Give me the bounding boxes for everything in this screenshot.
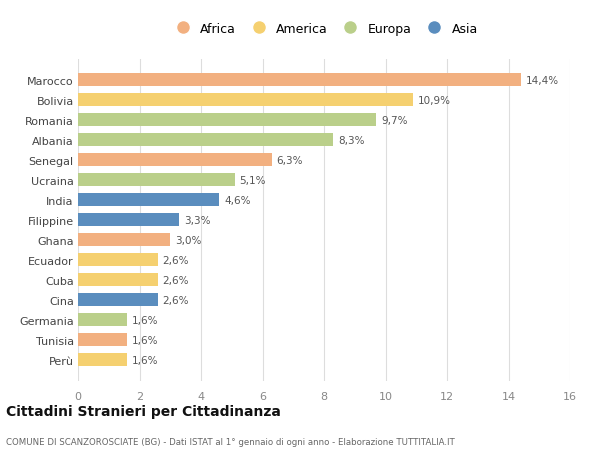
Bar <box>78 294 158 307</box>
Text: 4,6%: 4,6% <box>224 196 251 205</box>
Text: COMUNE DI SCANZOROSCIATE (BG) - Dati ISTAT al 1° gennaio di ogni anno - Elaboraz: COMUNE DI SCANZOROSCIATE (BG) - Dati IST… <box>6 437 455 446</box>
Text: 3,0%: 3,0% <box>175 235 201 245</box>
Text: 5,1%: 5,1% <box>239 175 266 185</box>
Bar <box>78 334 127 347</box>
Text: Cittadini Stranieri per Cittadinanza: Cittadini Stranieri per Cittadinanza <box>6 404 281 419</box>
Bar <box>78 274 158 286</box>
Text: 1,6%: 1,6% <box>132 335 158 345</box>
Text: 14,4%: 14,4% <box>526 76 559 86</box>
Text: 2,6%: 2,6% <box>163 275 189 285</box>
Text: 3,3%: 3,3% <box>184 215 211 225</box>
Text: 1,6%: 1,6% <box>132 315 158 325</box>
Legend: Africa, America, Europa, Asia: Africa, America, Europa, Asia <box>165 18 483 41</box>
Bar <box>78 74 521 87</box>
Bar <box>78 313 127 326</box>
Bar <box>78 94 413 107</box>
Bar <box>78 134 333 147</box>
Bar <box>78 353 127 366</box>
Bar <box>78 234 170 247</box>
Text: 10,9%: 10,9% <box>418 96 451 106</box>
Bar <box>78 214 179 227</box>
Bar <box>78 114 376 127</box>
Bar <box>78 194 220 207</box>
Text: 8,3%: 8,3% <box>338 135 364 146</box>
Text: 1,6%: 1,6% <box>132 355 158 365</box>
Text: 2,6%: 2,6% <box>163 255 189 265</box>
Bar <box>78 154 272 167</box>
Text: 9,7%: 9,7% <box>381 116 407 126</box>
Bar <box>78 254 158 267</box>
Text: 2,6%: 2,6% <box>163 295 189 305</box>
Text: 6,3%: 6,3% <box>277 156 303 166</box>
Bar <box>78 174 235 187</box>
